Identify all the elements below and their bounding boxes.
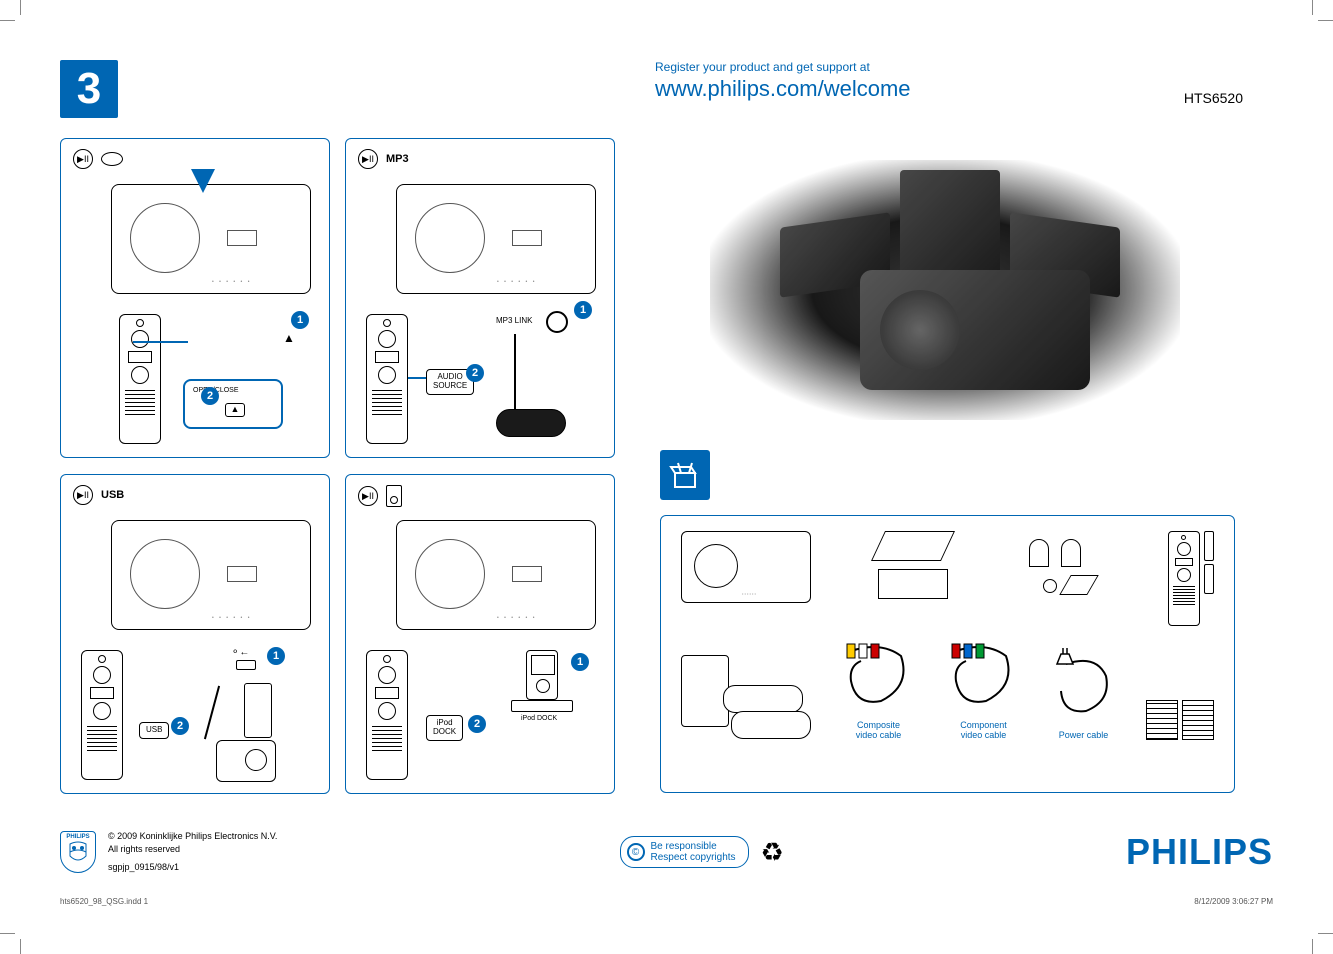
ipod-diagram [526, 650, 558, 700]
eject-icon: ▲ [283, 331, 295, 345]
cable-label: Composite video cable [856, 720, 902, 740]
crop-mark [0, 20, 15, 21]
support-url: www.philips.com/welcome [655, 76, 1243, 102]
cable-line [514, 334, 516, 409]
callout-1: 1 [571, 653, 589, 671]
main-unit-photo [860, 270, 1090, 390]
mode-label: MP3 [386, 153, 409, 165]
remote-diagram [119, 314, 161, 444]
usb-symbol-icon: ⚬← [231, 647, 249, 658]
callout-2: 2 [171, 717, 189, 735]
crop-mark [0, 933, 15, 934]
play-pause-icon: ▶II [73, 485, 93, 505]
header: Register your product and get support at… [655, 60, 1243, 102]
usb-button: USB [139, 722, 169, 739]
mp3-link-label: MP3 LINK [496, 316, 532, 325]
mode-label: USB [101, 489, 124, 501]
device-diagram: • • • • • • [111, 520, 311, 630]
product-photo [710, 160, 1180, 420]
footer: PHILIPS © 2009 Koninklijke Philips Elect… [60, 830, 1273, 874]
content-remote [1168, 531, 1214, 626]
cable-label: Power cable [1059, 730, 1109, 740]
responsible-badge: © Be responsible Respect copyrights [620, 836, 749, 868]
usb-stick-diagram [244, 683, 272, 738]
usb-port-icon [236, 660, 256, 670]
cable-line [204, 686, 220, 740]
unbox-icon [660, 450, 710, 500]
recycle-icon: ♻ [761, 837, 784, 868]
content-composite-cable: Composite video cable [841, 636, 916, 740]
copyright-text: © 2009 Koninklijke Philips Electronics N… [108, 830, 277, 874]
callout-1: 1 [267, 647, 285, 665]
play-pause-icon: ▶II [358, 149, 378, 169]
remote-diagram [366, 650, 408, 780]
content-brackets [1021, 531, 1101, 626]
crop-mark [1312, 939, 1313, 954]
callout-1: 1 [291, 311, 309, 329]
play-pause-icon: ▶II [358, 486, 378, 506]
panel-ipod: ▶II • • • • • • iPod DOCK 2 iPod DOCK 1 [345, 474, 615, 794]
callout-line [408, 377, 426, 379]
register-text: Register your product and get support at [655, 60, 1243, 74]
panel-disc: ▶II • • • • • • 1 ▲ OPEN/CLOSE ▲ 2 [60, 138, 330, 458]
mp3-player-diagram [496, 409, 566, 437]
content-manuals [1146, 700, 1214, 740]
philips-logo: PHILIPS [1126, 831, 1273, 873]
content-power-cable: Power cable [1051, 646, 1116, 740]
panel-usb: ▶II USB • • • • • • USB 2 ⚬← 1 [60, 474, 330, 794]
ipod-dock-button: iPod DOCK [426, 715, 463, 741]
disc-icon [101, 152, 123, 166]
insert-arrow-icon [191, 169, 215, 193]
panel-mp3: ▶II MP3 • • • • • • AUDIO SOURCE 2 MP3 L… [345, 138, 615, 458]
crop-mark [1318, 20, 1333, 21]
dock-label: iPod DOCK [521, 715, 557, 722]
step-badge: 3 [60, 60, 118, 118]
dock-base-diagram [511, 700, 573, 712]
crop-mark [20, 0, 21, 15]
crop-mark [20, 939, 21, 954]
play-pause-icon: ▶II [73, 149, 93, 169]
content-main-unit: • • • • • • [681, 531, 811, 626]
remote-diagram [366, 314, 408, 444]
cable-label: Component video cable [960, 720, 1007, 740]
jack-icon [546, 311, 568, 333]
callout-line [133, 341, 188, 343]
callout-2: 2 [201, 387, 219, 405]
camera-diagram [216, 740, 276, 782]
callout-2: 2 [466, 364, 484, 382]
device-diagram: • • • • • • [396, 520, 596, 630]
philips-shield-icon: PHILIPS [60, 831, 96, 873]
remote-diagram [81, 650, 123, 780]
ipod-mode-icon [386, 485, 402, 507]
callout-zoom: OPEN/CLOSE ▲ [183, 379, 283, 429]
callout-1: 1 [574, 301, 592, 319]
content-component-cable: Component video cable [946, 636, 1021, 740]
content-stand [878, 531, 953, 626]
device-diagram: • • • • • • [396, 184, 596, 294]
model-number: HTS6520 [1184, 90, 1243, 106]
device-diagram: • • • • • • [111, 184, 311, 294]
callout-2: 2 [468, 715, 486, 733]
crop-mark [1312, 0, 1313, 15]
indesign-slug: hts6520_98_QSG.indd 1 8/12/2009 3:06:27 … [60, 897, 1273, 906]
box-contents-panel: • • • • • • [660, 515, 1235, 793]
content-speakers [681, 655, 811, 740]
crop-mark [1318, 933, 1333, 934]
